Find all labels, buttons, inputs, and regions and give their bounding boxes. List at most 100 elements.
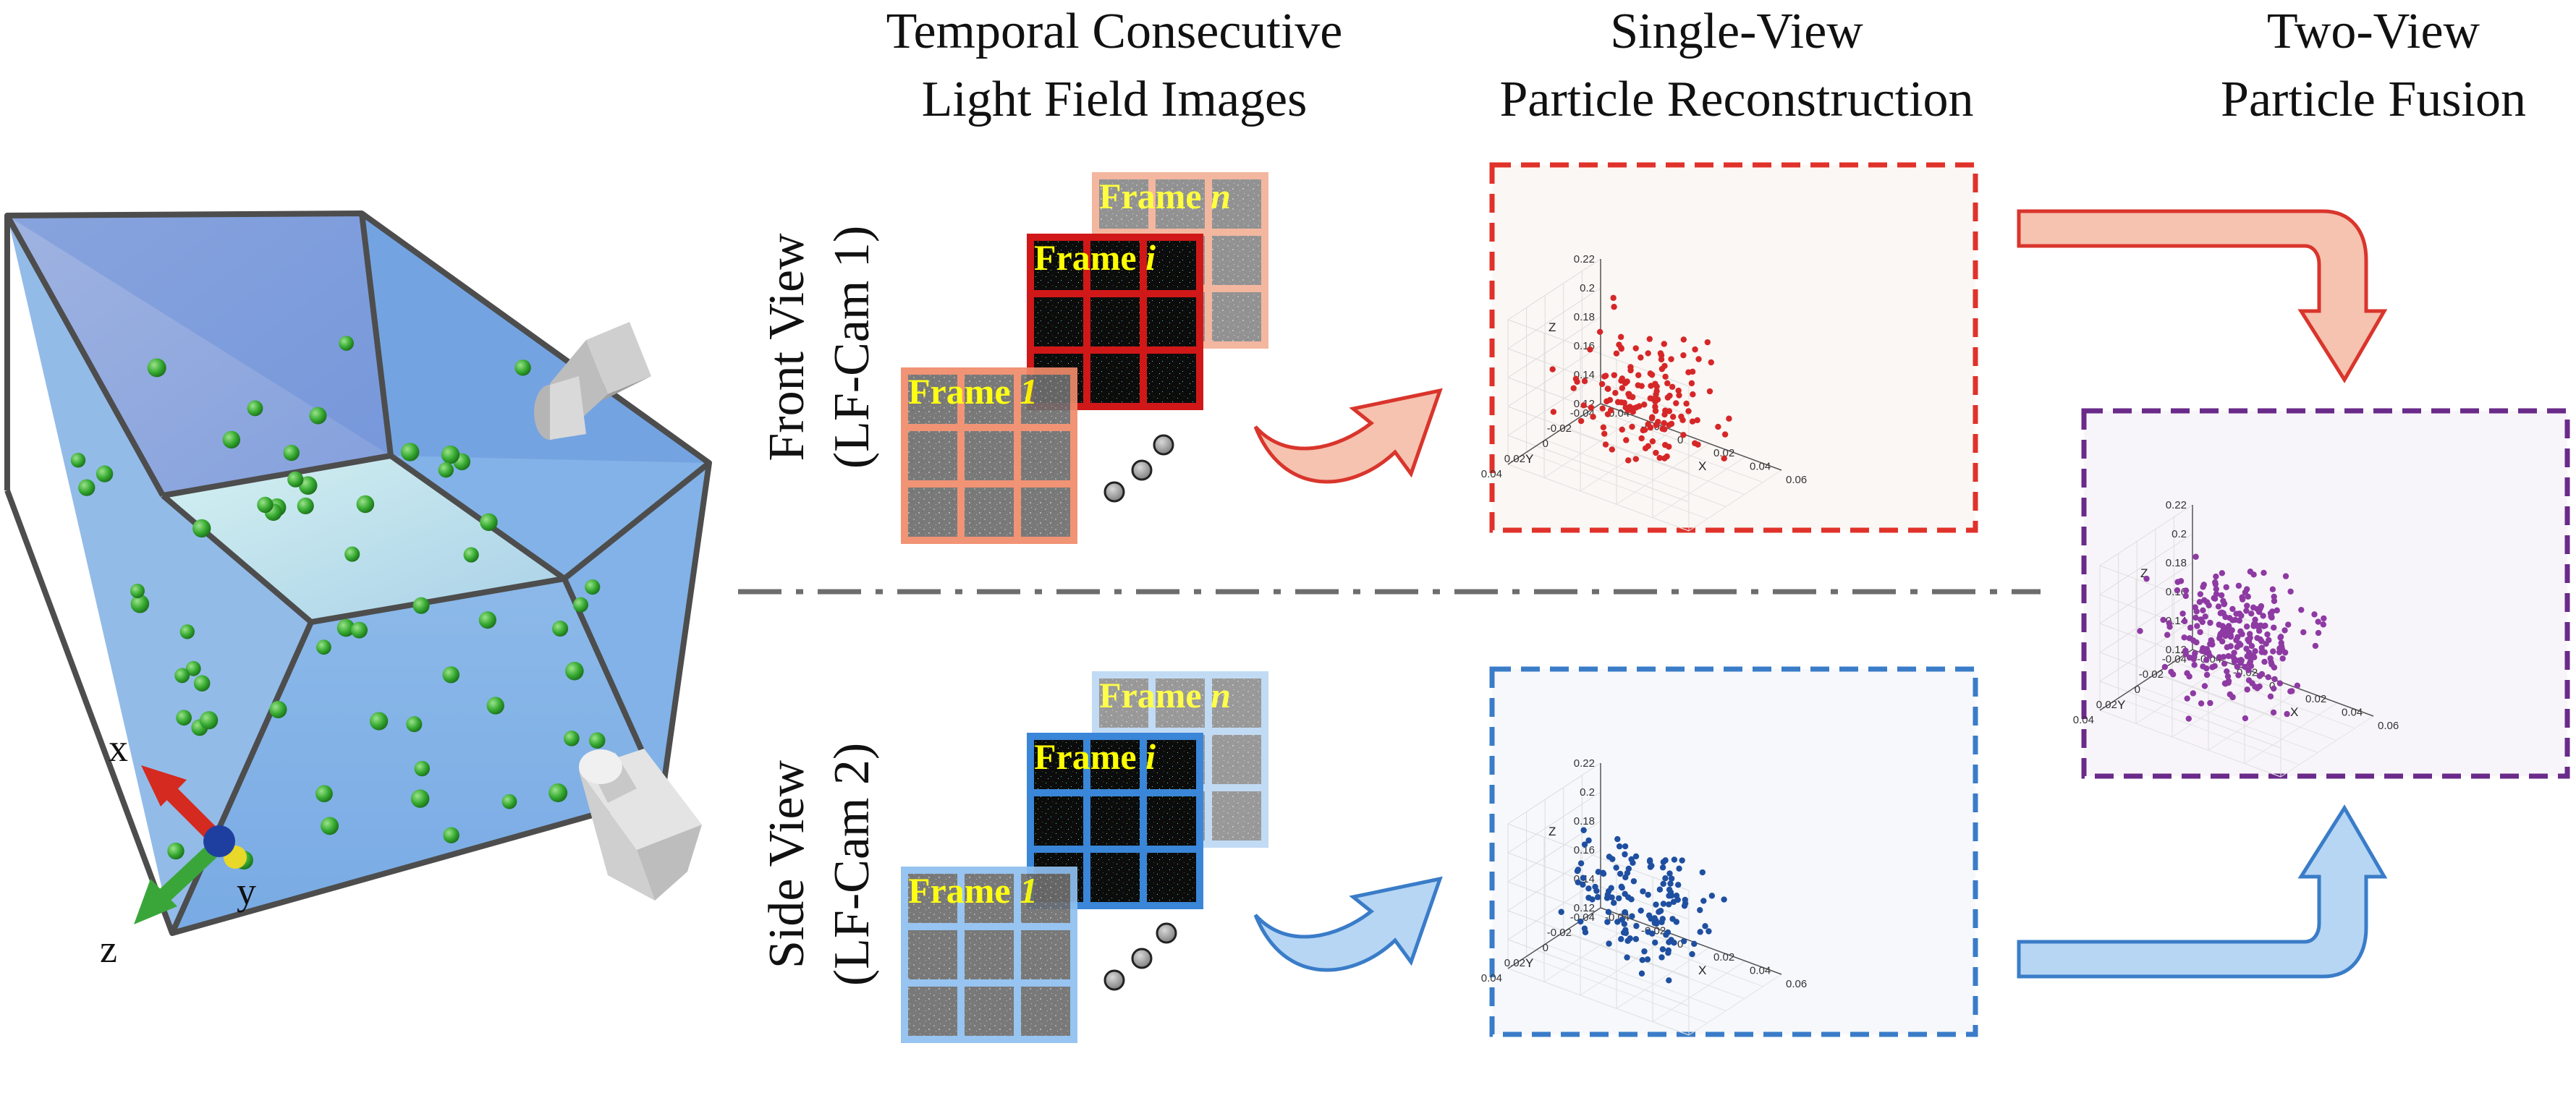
scatter-point	[2247, 569, 2254, 575]
scatter-point	[2250, 621, 2258, 628]
frame-tile: Frame i	[1027, 234, 1203, 410]
tank-particle	[514, 359, 531, 376]
tank-particle	[369, 712, 389, 731]
scatter-point	[2257, 636, 2263, 643]
scatter-point	[1585, 885, 1592, 892]
scatter-point	[1688, 380, 1695, 387]
scatter-point	[1602, 441, 1609, 448]
scatter-point	[1660, 901, 1667, 907]
panel-front-recon	[1489, 162, 1978, 533]
scatter-point	[2219, 609, 2225, 616]
scatter-point	[2268, 612, 2274, 619]
row-front-line1: Front View	[759, 233, 815, 461]
header-col1-line1: Temporal Consecutive	[886, 4, 1343, 59]
scatter-point	[2184, 670, 2190, 676]
scatter-point	[1666, 893, 1672, 899]
scatter-point	[2281, 649, 2289, 656]
tank-particle	[442, 666, 459, 684]
tank-particle	[199, 711, 219, 730]
scatter-point	[1708, 359, 1714, 366]
x-tick-label: 0.02	[2305, 693, 2326, 705]
tank-particle	[315, 785, 333, 803]
scatter-point	[2218, 592, 2225, 599]
scatter-point	[1649, 438, 1656, 445]
scatter-point	[1618, 399, 1624, 406]
scatter-point	[2256, 683, 2263, 690]
scatter-point	[1605, 386, 1611, 392]
scatter-point	[2234, 663, 2241, 671]
scatter-point	[1632, 456, 1639, 462]
scatter-point	[1574, 867, 1581, 875]
scatter-point	[1645, 891, 1651, 898]
axes-triad: x y z	[100, 726, 256, 971]
scatter-point	[1675, 387, 1682, 394]
scatter-point	[1570, 385, 1577, 391]
scatter-point	[2271, 597, 2278, 605]
scatter-point	[1615, 895, 1622, 901]
scatter-point	[2213, 573, 2219, 580]
scatter-point	[1605, 909, 1612, 916]
scatter-point	[1624, 869, 1631, 877]
scatter-point	[1618, 345, 1624, 352]
scatter-point	[1655, 419, 1661, 425]
x-tick-label: 0	[1677, 434, 1683, 446]
scatter-point	[2277, 634, 2284, 641]
scatter-point	[2315, 618, 2321, 625]
scatter-point	[1619, 375, 1626, 382]
tank-particle	[130, 595, 150, 613]
scatter-point	[1580, 881, 1586, 888]
scatter-point	[2190, 690, 2197, 697]
z-axis-label: Z	[1548, 825, 1556, 838]
scatter-point	[1665, 950, 1672, 956]
scatter-point	[2271, 676, 2278, 683]
scatter-point	[1613, 864, 1619, 871]
scatter-point	[2265, 673, 2271, 681]
scatter-point	[2164, 631, 2171, 638]
y-tick-label: 0.02	[1504, 453, 1525, 465]
camera-side-icon	[579, 749, 702, 901]
scatter-point	[1621, 921, 1628, 927]
scatter-point	[2229, 617, 2236, 624]
scatter-point	[2300, 629, 2307, 636]
tank-particle	[176, 710, 192, 726]
scatter-point	[2234, 634, 2241, 641]
camera-front-icon	[534, 322, 651, 440]
x-axis-label: X	[1698, 963, 1706, 977]
scatter-point	[1608, 885, 1614, 891]
x-tick-label: 0.04	[2342, 707, 2363, 719]
scatter-point	[1624, 378, 1630, 385]
scatter-point	[2261, 658, 2268, 665]
scatter-point	[1664, 453, 1670, 460]
scatter-point	[1618, 936, 1624, 943]
scatter-point	[2271, 664, 2278, 671]
z-tick-label: 0.12	[2166, 644, 2187, 656]
scatter-point	[2227, 643, 2234, 650]
scatter-point	[2270, 648, 2276, 655]
scatter-point	[2201, 683, 2208, 689]
scatter-point	[1640, 888, 1646, 895]
scatter-point	[2197, 629, 2203, 636]
scatter-point	[1695, 356, 1702, 362]
scatter-point	[1635, 372, 1642, 378]
tank-particle	[315, 639, 331, 655]
scatter-point	[1622, 851, 1628, 858]
scatter-point	[2244, 686, 2250, 693]
column-headers: Temporal Consecutive Light Field Images …	[886, 4, 2526, 127]
scatter-point	[1630, 859, 1636, 867]
arrow-side-to-recon	[1253, 876, 1443, 972]
scatter-point	[1652, 404, 1658, 410]
scatter-point	[2235, 672, 2242, 678]
x-tick-label: 0.04	[1750, 965, 1771, 977]
scatter-point	[1580, 402, 1587, 409]
tank-particle	[179, 624, 195, 639]
scatter-point	[2213, 586, 2219, 592]
plot-side: 0.220.20.180.160.140.120.040.020-0.02-0.…	[1481, 757, 1807, 1036]
tank-particle	[298, 476, 318, 495]
scatter-point	[2192, 553, 2199, 560]
scatter-point	[2287, 688, 2294, 694]
tank-particle	[486, 697, 504, 715]
scatter-point	[1600, 424, 1607, 431]
header-col2-line1: Single-View	[1610, 4, 1863, 59]
z-tick-label: 0.14	[1574, 369, 1595, 381]
scatter-point	[2169, 671, 2177, 678]
